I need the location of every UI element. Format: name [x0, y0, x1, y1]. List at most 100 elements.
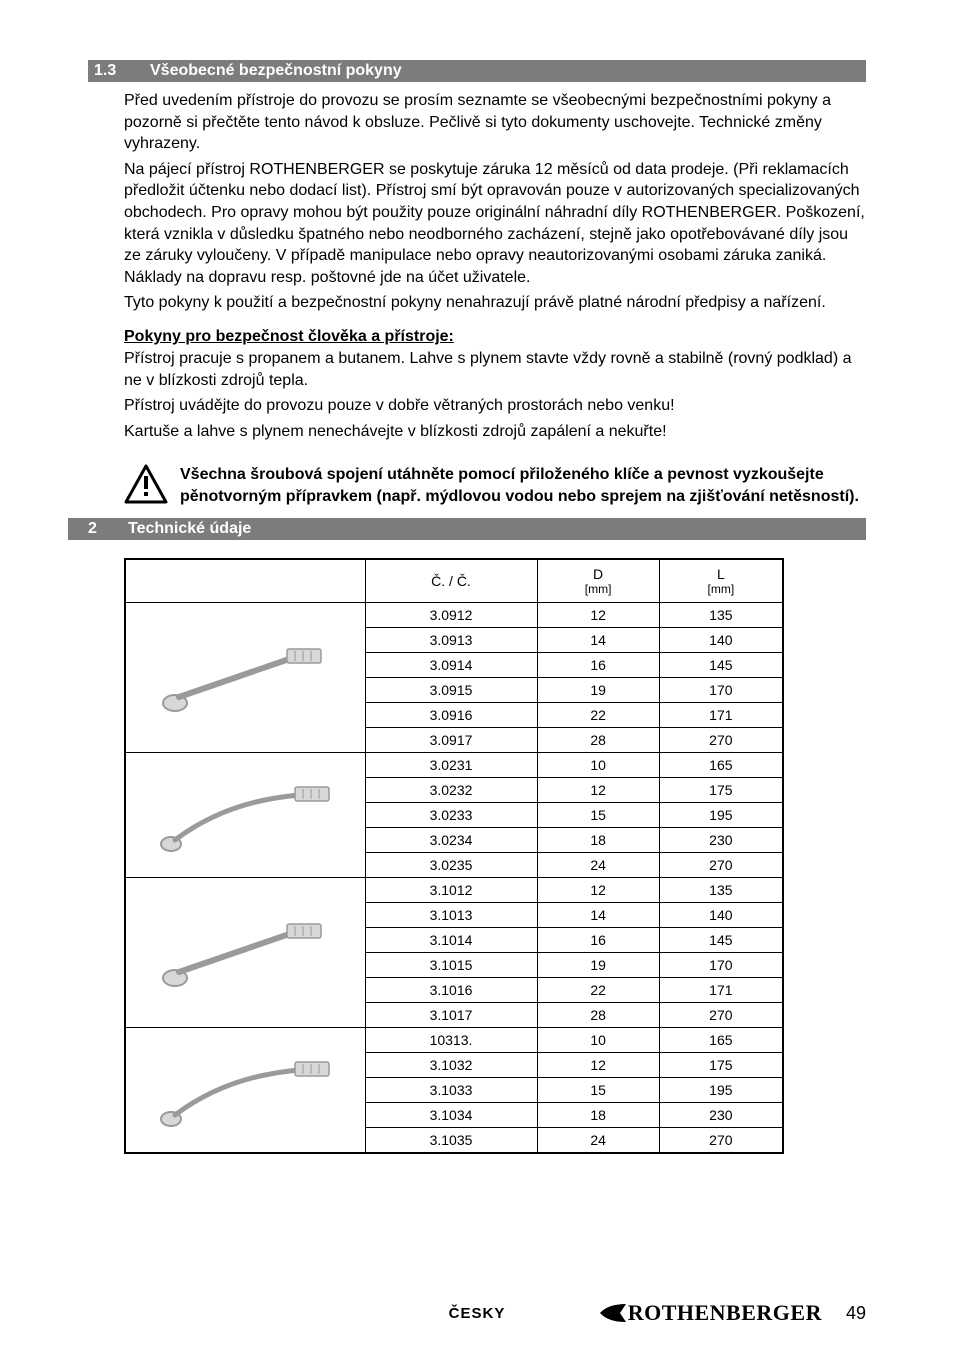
table-cell-d: 12	[537, 878, 659, 903]
table-cell-l: 270	[659, 1003, 783, 1028]
table-cell-l: 270	[659, 728, 783, 753]
page-number: 49	[846, 1303, 866, 1324]
table-cell-d: 15	[537, 1078, 659, 1103]
table-cell-l: 195	[659, 1078, 783, 1103]
table-cell-code: 3.0917	[365, 728, 537, 753]
table-cell-l: 230	[659, 1103, 783, 1128]
safety-p3: Kartuše a lahve s plynem nenechávejte v …	[124, 421, 866, 443]
tech-data-table-wrap: Č. / Č. D [mm] L [mm] 3.0912121353.0913	[124, 558, 866, 1155]
nozzle-illustration	[145, 770, 345, 860]
table-cell-code: 3.1012	[365, 878, 537, 903]
table-cell-l: 175	[659, 778, 783, 803]
table-cell-code: 3.0914	[365, 653, 537, 678]
safety-heading: Pokyny pro bezpečnost člověka a přístroj…	[124, 328, 866, 346]
brand-logo: ROTHENBERGER	[598, 1300, 822, 1326]
nozzle-illustration	[145, 908, 345, 998]
table-cell-code: 3.1013	[365, 903, 537, 928]
table-cell-d: 19	[537, 678, 659, 703]
table-cell-l: 145	[659, 653, 783, 678]
table-cell-l: 171	[659, 703, 783, 728]
table-cell-d: 28	[537, 1003, 659, 1028]
table-header-l-unit: [mm]	[666, 582, 776, 596]
table-cell-l: 145	[659, 928, 783, 953]
table-cell-code: 3.0915	[365, 678, 537, 703]
table-cell-code: 3.1034	[365, 1103, 537, 1128]
table-cell-d: 14	[537, 628, 659, 653]
table-cell-code: 3.1032	[365, 1053, 537, 1078]
table-cell-code: 3.1017	[365, 1003, 537, 1028]
table-cell-d: 19	[537, 953, 659, 978]
table-header-d: D [mm]	[537, 559, 659, 603]
table-cell-l: 165	[659, 1028, 783, 1053]
table-header-code: Č. / Č.	[365, 559, 537, 603]
table-cell-d: 12	[537, 778, 659, 803]
table-cell-code: 3.0232	[365, 778, 537, 803]
table-cell-l: 165	[659, 753, 783, 778]
table-cell-code: 3.0231	[365, 753, 537, 778]
table-header-l-top: L	[717, 566, 725, 582]
table-cell-d: 12	[537, 603, 659, 628]
intro-p2: Na pájecí přístroj ROTHENBERGER se posky…	[124, 159, 866, 289]
table-cell-l: 140	[659, 903, 783, 928]
section-1-3-number: 1.3	[94, 62, 150, 80]
table-cell-code: 3.1015	[365, 953, 537, 978]
table-cell-code: 3.0916	[365, 703, 537, 728]
table-cell-l: 270	[659, 1128, 783, 1154]
table-cell-d: 18	[537, 828, 659, 853]
table-cell-code: 10313.	[365, 1028, 537, 1053]
table-cell-l: 230	[659, 828, 783, 853]
table-cell-code: 3.1033	[365, 1078, 537, 1103]
table-row: 3.091212135	[125, 603, 783, 628]
table-cell-d: 22	[537, 978, 659, 1003]
table-row: 10313.10165	[125, 1028, 783, 1053]
table-row: 3.101212135	[125, 878, 783, 903]
safety-block: Přístroj pracuje s propanem a butanem. L…	[124, 348, 866, 442]
safety-p2: Přístroj uvádějte do provozu pouze v dob…	[124, 395, 866, 417]
page-footer: ČESKY ROTHENBERGER 49	[88, 1300, 866, 1326]
section-2-bar: 2 Technické údaje	[68, 518, 866, 540]
table-image-cell	[125, 1028, 365, 1154]
table-cell-l: 170	[659, 953, 783, 978]
section-2-title: Technické údaje	[128, 520, 251, 538]
table-image-cell	[125, 753, 365, 878]
table-cell-d: 12	[537, 1053, 659, 1078]
intro-p3: Tyto pokyny k použití a bezpečnostní pok…	[124, 292, 866, 314]
table-cell-code: 3.1014	[365, 928, 537, 953]
table-cell-d: 28	[537, 728, 659, 753]
table-cell-l: 135	[659, 878, 783, 903]
table-cell-code: 3.0234	[365, 828, 537, 853]
table-cell-d: 24	[537, 1128, 659, 1154]
table-header-l: L [mm]	[659, 559, 783, 603]
table-cell-code: 3.1016	[365, 978, 537, 1003]
table-cell-d: 24	[537, 853, 659, 878]
nozzle-illustration	[145, 1045, 345, 1135]
table-cell-code: 3.0912	[365, 603, 537, 628]
table-cell-d: 14	[537, 903, 659, 928]
safety-p1: Přístroj pracuje s propanem a butanem. L…	[124, 348, 866, 391]
table-cell-l: 140	[659, 628, 783, 653]
section-1-3-title: Všeobecné bezpečnostní pokyny	[150, 62, 402, 80]
table-cell-code: 3.0235	[365, 853, 537, 878]
table-cell-l: 195	[659, 803, 783, 828]
table-header-d-unit: [mm]	[544, 582, 653, 596]
table-cell-l: 135	[659, 603, 783, 628]
table-cell-l: 170	[659, 678, 783, 703]
table-image-cell	[125, 878, 365, 1028]
brand-arrow-icon	[598, 1302, 628, 1324]
table-cell-code: 3.0233	[365, 803, 537, 828]
intro-p1: Před uvedením přístroje do provozu se pr…	[124, 90, 866, 155]
footer-language: ČESKY	[449, 1305, 506, 1322]
table-cell-d: 10	[537, 753, 659, 778]
table-cell-l: 171	[659, 978, 783, 1003]
table-row: 3.023110165	[125, 753, 783, 778]
table-cell-d: 16	[537, 928, 659, 953]
table-cell-d: 10	[537, 1028, 659, 1053]
brand-text: ROTHENBERGER	[628, 1300, 822, 1326]
table-cell-d: 16	[537, 653, 659, 678]
table-cell-code: 3.1035	[365, 1128, 537, 1154]
table-cell-code: 3.0913	[365, 628, 537, 653]
warning-icon	[124, 464, 168, 504]
table-header-row: Č. / Č. D [mm] L [mm]	[125, 559, 783, 603]
section-1-3-bar: 1.3 Všeobecné bezpečnostní pokyny	[88, 60, 866, 82]
table-header-d-top: D	[593, 566, 603, 582]
